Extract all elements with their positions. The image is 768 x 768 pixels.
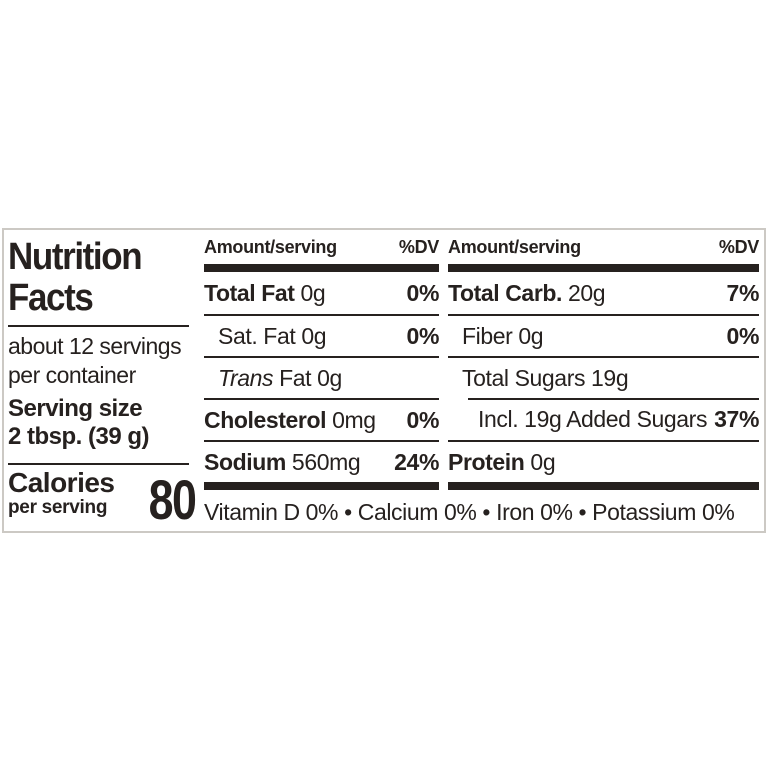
nutrition-facts-label: Nutrition Facts about 12 servings per co… xyxy=(2,228,766,533)
nutrient-name: Incl. 19g Added Sugars xyxy=(478,405,708,432)
nutrient-dv: 0% xyxy=(406,406,440,433)
label-title: Nutrition Facts xyxy=(8,237,182,319)
nutrient-column-left: Amount/serving %DV Total Fat 0g 0% Sat. … xyxy=(204,237,439,490)
nutrient-name: Trans Fat 0g xyxy=(218,364,342,391)
dv-header: %DV xyxy=(718,237,759,257)
row-cholesterol: Cholesterol 0mg 0% xyxy=(204,398,439,440)
row-total-carb: Total Carb. 20g 7% xyxy=(448,272,759,314)
column-header: Amount/serving %DV xyxy=(204,237,439,264)
row-total-fat: Total Fat 0g 0% xyxy=(204,272,439,314)
nutrient-name: Fiber 0g xyxy=(462,322,544,349)
label-left-panel: Nutrition Facts about 12 servings per co… xyxy=(8,237,197,531)
nutrient-dv: 37% xyxy=(714,405,759,432)
title-divider xyxy=(8,325,189,327)
bottom-bar xyxy=(448,482,759,490)
label-title-line2: Facts xyxy=(8,277,94,319)
nutrient-dv: 0% xyxy=(726,322,760,349)
row-sodium: Sodium 560mg 24% xyxy=(204,440,439,482)
serving-size-label: Serving size xyxy=(8,395,143,422)
nutrient-column-right: Amount/serving %DV Total Carb. 20g 7% Fi… xyxy=(448,237,759,490)
calories-divider xyxy=(8,463,189,465)
calories-section: Calories per serving 80 xyxy=(8,467,197,531)
micronutrients-line: Vitamin D 0% • Calcium 0% • Iron 0% • Po… xyxy=(204,498,735,525)
servings-line2: per container xyxy=(8,362,136,388)
bottom-bar xyxy=(204,482,439,490)
header-bar xyxy=(448,264,759,272)
nutrient-name: Cholesterol 0mg xyxy=(204,406,376,433)
label-title-line1: Nutrition xyxy=(8,236,143,278)
nutrient-name: Total Sugars 19g xyxy=(462,364,629,391)
row-protein: Protein 0g xyxy=(448,440,759,482)
nutrient-name: Protein 0g xyxy=(448,448,556,475)
nutrient-name: Total Fat 0g xyxy=(204,279,326,306)
nutrient-name: Total Carb. 20g xyxy=(448,279,606,306)
row-sat-fat: Sat. Fat 0g 0% xyxy=(204,314,439,356)
serving-size: Serving size 2 tbsp. (39 g) xyxy=(8,395,197,451)
nutrient-dv: 0% xyxy=(406,322,440,349)
calories-value: 80 xyxy=(148,468,196,531)
serving-size-value: 2 tbsp. (39 g) xyxy=(8,423,150,450)
row-added-sugars: Incl. 19g Added Sugars 37% xyxy=(448,398,759,440)
amount-serving-header: Amount/serving xyxy=(448,237,581,257)
row-fiber: Fiber 0g 0% xyxy=(448,314,759,356)
servings-line1: about 12 servings xyxy=(8,333,182,359)
header-bar xyxy=(204,264,439,272)
nutrient-dv: 24% xyxy=(394,448,439,475)
nutrient-dv: 7% xyxy=(726,279,760,306)
nutrient-dv: 0% xyxy=(406,279,440,306)
calories-label: Calories xyxy=(8,467,115,498)
row-total-sugars: Total Sugars 19g xyxy=(448,356,759,398)
row-trans-fat: Trans Fat 0g xyxy=(204,356,439,398)
nutrient-name: Sat. Fat 0g xyxy=(218,322,327,349)
calories-sublabel: per serving xyxy=(8,497,108,518)
column-header: Amount/serving %DV xyxy=(448,237,759,264)
servings-per-container: about 12 servings per container xyxy=(8,332,197,390)
dv-header: %DV xyxy=(398,237,439,257)
amount-serving-header: Amount/serving xyxy=(204,237,337,257)
nutrient-name: Sodium 560mg xyxy=(204,448,361,475)
